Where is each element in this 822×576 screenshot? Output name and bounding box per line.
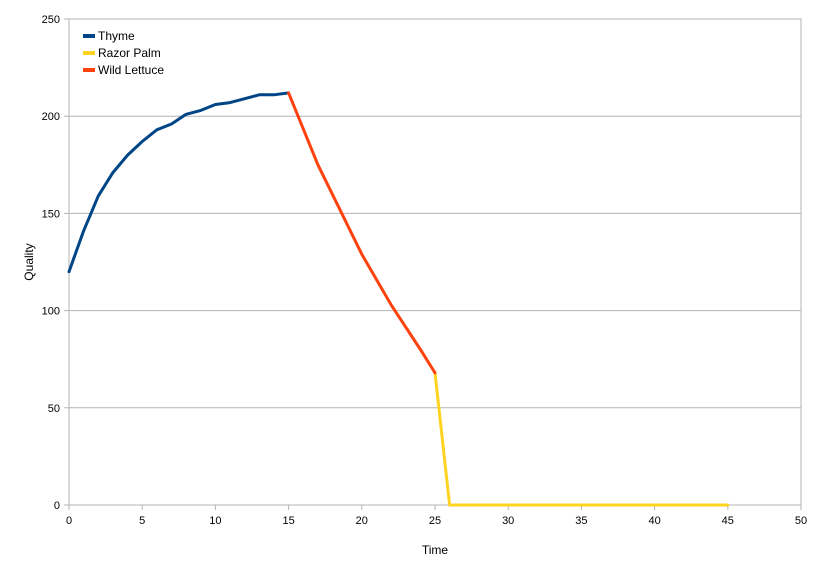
y-axis-ticks: 0 50 100 150 200 250: [42, 14, 69, 512]
x-axis-ticks: 0 5 10 15 20 25 30 35 40 45 50: [66, 505, 807, 527]
x-tick-label-10: 50: [795, 515, 807, 527]
x-tick-label-4: 20: [356, 515, 368, 527]
x-tick-label-9: 45: [722, 515, 734, 527]
series-line-razor-palm: [433, 371, 730, 507]
x-tick-label-0: 0: [66, 515, 72, 527]
series-line-wild-lettuce: [287, 91, 437, 375]
legend: Thyme Razor Palm Wild Lettuce: [83, 29, 164, 77]
legend-label-2: Wild Lettuce: [98, 63, 164, 77]
x-tick-label-3: 15: [282, 515, 294, 527]
gridlines: [69, 18, 801, 506]
x-tick-label-6: 30: [502, 515, 514, 527]
y-tick-label-0: 0: [54, 500, 60, 512]
series-line-thyme: [67, 91, 291, 274]
y-tick-label-2: 100: [42, 306, 60, 318]
legend-label-0: Thyme: [98, 29, 135, 43]
x-tick-label-1: 5: [139, 515, 145, 527]
y-axis-title: Quality: [22, 243, 36, 280]
x-tick-label-8: 40: [648, 515, 660, 527]
legend-label-1: Razor Palm: [98, 46, 161, 60]
series-lines: [67, 91, 730, 507]
x-axis-title: Time: [422, 543, 449, 557]
plot-area-frame: [68, 18, 802, 506]
y-tick-label-1: 50: [48, 403, 60, 415]
x-tick-label-2: 10: [209, 515, 221, 527]
x-tick-label-5: 25: [429, 515, 441, 527]
y-tick-label-3: 150: [42, 208, 60, 220]
y-tick-label-5: 250: [42, 14, 60, 26]
y-tick-label-4: 200: [42, 111, 60, 123]
x-tick-label-7: 35: [575, 515, 587, 527]
